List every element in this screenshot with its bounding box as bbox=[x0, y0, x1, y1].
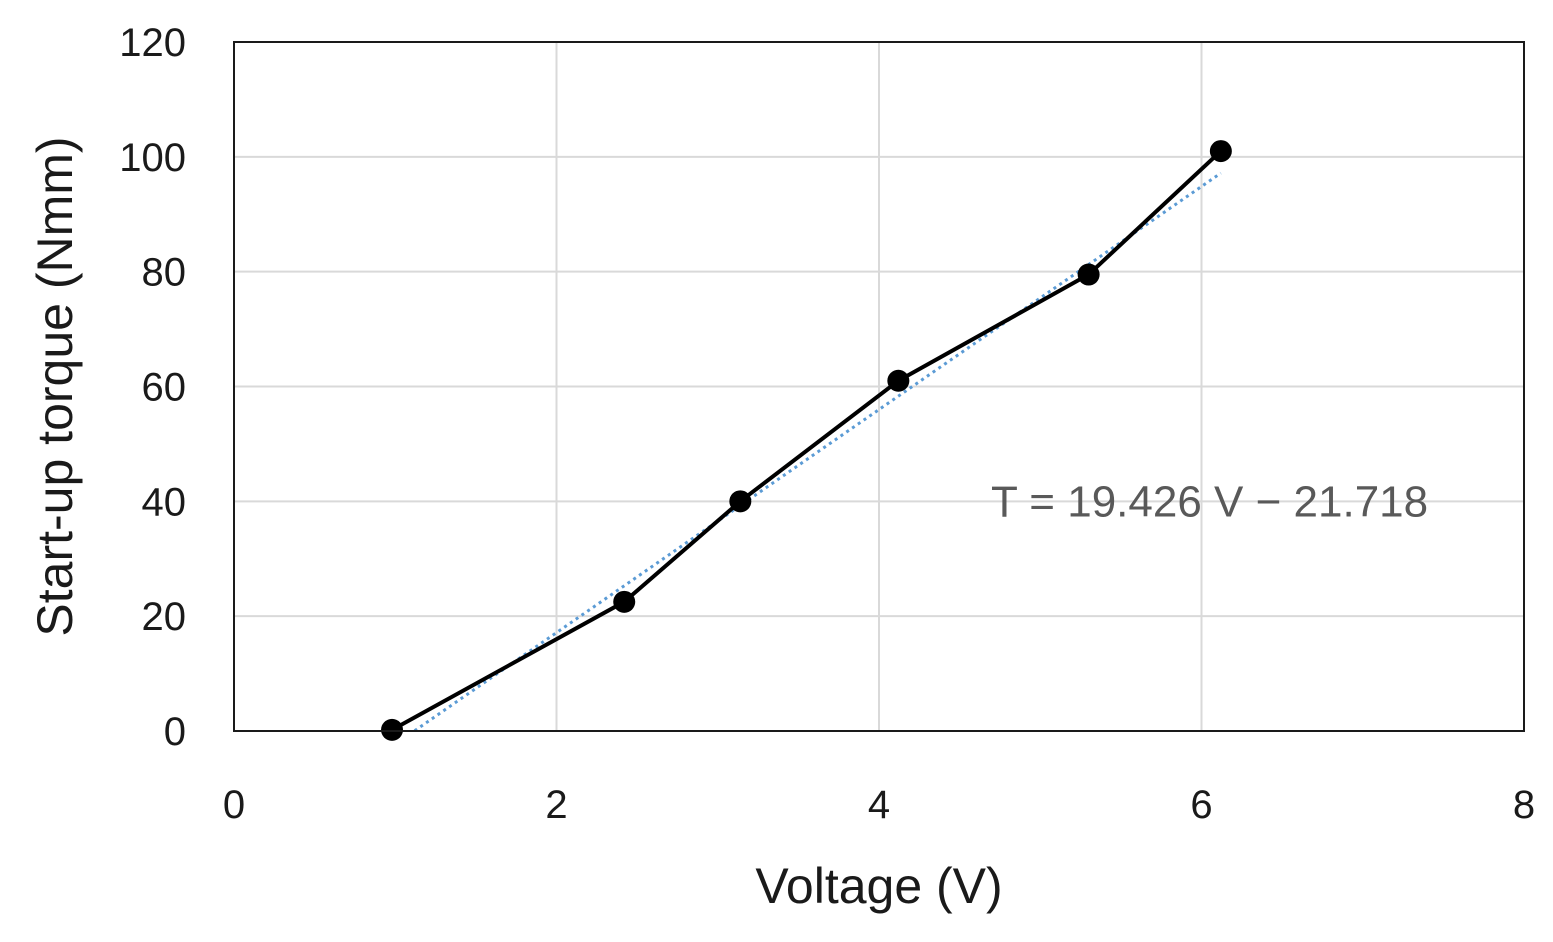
series-line bbox=[391, 149, 1223, 732]
y-tick-label: 20 bbox=[142, 595, 187, 639]
x-tick-label: 4 bbox=[868, 783, 890, 827]
x-tick-label: 0 bbox=[223, 783, 245, 827]
x-tick-label: 8 bbox=[1513, 783, 1535, 827]
y-tick-label: 100 bbox=[119, 136, 186, 180]
linear-trendline bbox=[413, 171, 1222, 733]
data-point bbox=[613, 590, 636, 613]
y-tick-label: 60 bbox=[142, 366, 187, 410]
trendline-equation: T = 19.426 V − 21.718 bbox=[991, 477, 1428, 526]
x-tick-label: 2 bbox=[545, 783, 567, 827]
data-point bbox=[887, 369, 910, 392]
gridlines bbox=[234, 42, 1524, 731]
plot-area-border bbox=[233, 41, 1525, 732]
y-tick-label: 120 bbox=[119, 21, 186, 65]
series-layer bbox=[381, 140, 1232, 741]
y-axis-title: Start-up torque (Nmm) bbox=[27, 136, 83, 636]
y-tick-label: 40 bbox=[142, 480, 187, 524]
y-tick-label: 80 bbox=[142, 251, 187, 295]
data-point bbox=[381, 718, 404, 741]
data-point bbox=[1077, 263, 1100, 286]
plot-frame-layer bbox=[233, 41, 1525, 732]
axis-titles: Voltage (V) Start-up torque (Nmm) bbox=[27, 136, 1003, 914]
trendline-layer bbox=[413, 171, 1222, 733]
x-axis-title: Voltage (V) bbox=[755, 858, 1002, 914]
annotation-layer: T = 19.426 V − 21.718 bbox=[991, 477, 1428, 526]
y-tick-label: 0 bbox=[164, 710, 186, 754]
data-point bbox=[729, 490, 752, 513]
data-point bbox=[1209, 140, 1232, 163]
x-tick-label: 6 bbox=[1190, 783, 1212, 827]
